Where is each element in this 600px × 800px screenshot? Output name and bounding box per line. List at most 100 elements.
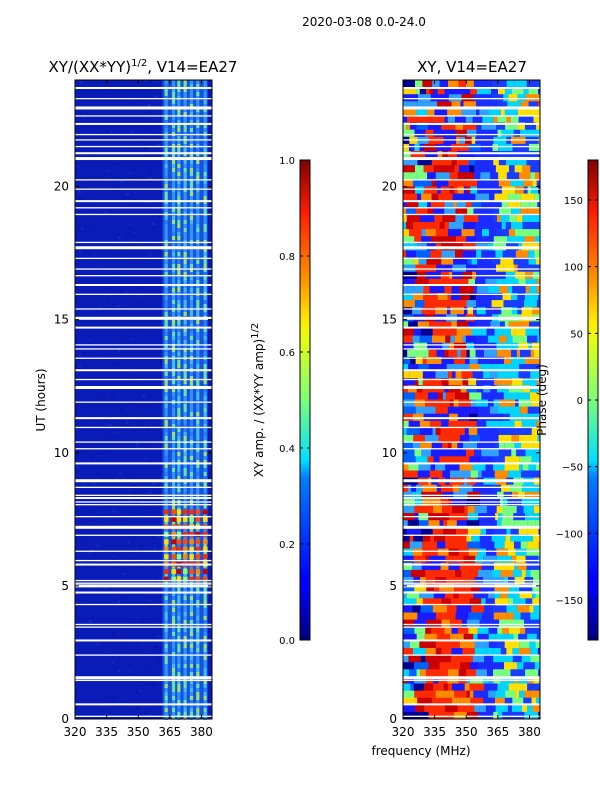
right-phase-cell — [406, 222, 413, 230]
right-phase-cell — [460, 101, 464, 109]
left-column-cell — [177, 260, 181, 264]
left-column-cell — [171, 196, 176, 200]
left-column-cell — [183, 208, 187, 212]
right-phase-cell — [522, 165, 531, 173]
right-phase-cell — [476, 250, 482, 258]
left-column-cell — [177, 340, 181, 344]
right-phase-cell — [468, 321, 476, 329]
right-phase-cell — [465, 115, 473, 123]
right-phase-cell — [525, 626, 532, 635]
right-phase-cell — [512, 648, 519, 656]
left-noise-speck — [155, 635, 160, 638]
left-column-cell — [171, 504, 176, 508]
right-phase-cell — [407, 349, 419, 358]
left-noise-speck — [93, 482, 97, 485]
right-phase-cell — [489, 392, 504, 400]
right-phase-cell — [407, 115, 417, 123]
left-y-tick-label: 20 — [54, 180, 69, 194]
right-phase-cell — [506, 605, 518, 613]
right-phase-cell — [476, 236, 484, 244]
right-phase-cell — [459, 285, 474, 294]
right-phase-cell — [461, 300, 467, 308]
right-phase-cell — [441, 534, 446, 542]
right-phase-cell — [418, 364, 429, 372]
right-phase-cell — [506, 335, 513, 343]
right-phase-cell — [520, 541, 528, 549]
right-phase-cell — [455, 236, 463, 244]
left-noise-speck — [80, 544, 84, 547]
right-phase-cell — [456, 87, 471, 95]
left-noise-speck — [98, 511, 101, 513]
left-column-cell — [171, 340, 176, 344]
left-column-cell — [189, 260, 194, 264]
left-noise-speck — [110, 130, 113, 133]
right-y-tick-label: 20 — [382, 180, 397, 194]
right-phase-cell — [513, 662, 517, 670]
left-flag-line — [75, 207, 212, 209]
left-column-cell — [196, 320, 200, 324]
left-column-cell — [177, 204, 181, 208]
right-phase-cell — [486, 506, 491, 514]
left-noise-speck — [142, 640, 145, 644]
right-phase-cell — [477, 626, 489, 635]
left-column-cell — [196, 268, 200, 272]
right-phase-cell — [403, 165, 415, 173]
right-phase-cell — [441, 257, 454, 265]
right-phase-cell — [468, 143, 481, 152]
right-phase-cell — [481, 200, 488, 209]
right-phase-cell — [463, 420, 477, 429]
right-phase-cell — [454, 356, 466, 365]
left-column-cell — [203, 392, 207, 396]
right-phase-cell — [526, 562, 540, 571]
left-column-cell — [189, 328, 194, 332]
right-phase-cell — [462, 335, 466, 343]
left-colorbar-tick-label: 0.2 — [279, 540, 295, 551]
left-column-cell — [203, 448, 207, 452]
left-column-cell — [189, 148, 194, 152]
right-phase-cell — [535, 591, 540, 599]
left-column-cell — [164, 436, 168, 440]
right-phase-cell — [410, 151, 426, 159]
left-noise-speck — [142, 394, 146, 397]
right-phase-cell — [512, 569, 522, 578]
left-column-cell — [183, 192, 187, 196]
right-phase-cell — [468, 427, 478, 436]
left-flag-line — [75, 139, 212, 141]
right-phase-cell — [481, 562, 485, 571]
right-phase-cell — [441, 122, 446, 130]
right-phase-cell — [449, 186, 454, 194]
right-phase-cell — [411, 392, 415, 400]
left-column-cell — [164, 220, 168, 224]
left-noise-speck — [115, 305, 119, 308]
left-column-cell — [189, 360, 194, 364]
left-flag-line — [75, 152, 212, 155]
right-flag-line — [403, 584, 540, 588]
left-column-cell — [171, 464, 176, 468]
right-phase-cell — [477, 257, 493, 265]
left-x-tick-label: 365 — [158, 725, 181, 739]
left-column-cell — [196, 160, 200, 164]
left-column-cell — [171, 124, 176, 128]
left-noise-speck — [104, 211, 108, 214]
left-column-cell — [183, 104, 187, 108]
left-column-cell — [189, 124, 194, 128]
right-phase-cell — [519, 640, 530, 649]
left-column-cell — [189, 704, 194, 708]
right-flag-line — [403, 246, 540, 250]
right-phase-cell — [438, 300, 444, 308]
left-column-cell — [196, 656, 200, 660]
left-column-cell — [189, 452, 194, 456]
right-phase-cell — [526, 548, 540, 556]
right-phase-cell — [527, 335, 538, 343]
right-phase-cell — [463, 711, 467, 720]
left-column-cell — [171, 536, 176, 540]
left-column-cell — [177, 700, 181, 704]
right-phase-cell — [406, 427, 420, 436]
right-phase-cell — [417, 470, 430, 478]
left-column-cell — [189, 80, 194, 84]
left-column-cell — [177, 588, 181, 592]
left-column-cell — [196, 452, 200, 456]
left-column-cell — [164, 608, 168, 612]
left-column-cell — [189, 392, 194, 396]
right-phase-cell — [435, 307, 448, 315]
